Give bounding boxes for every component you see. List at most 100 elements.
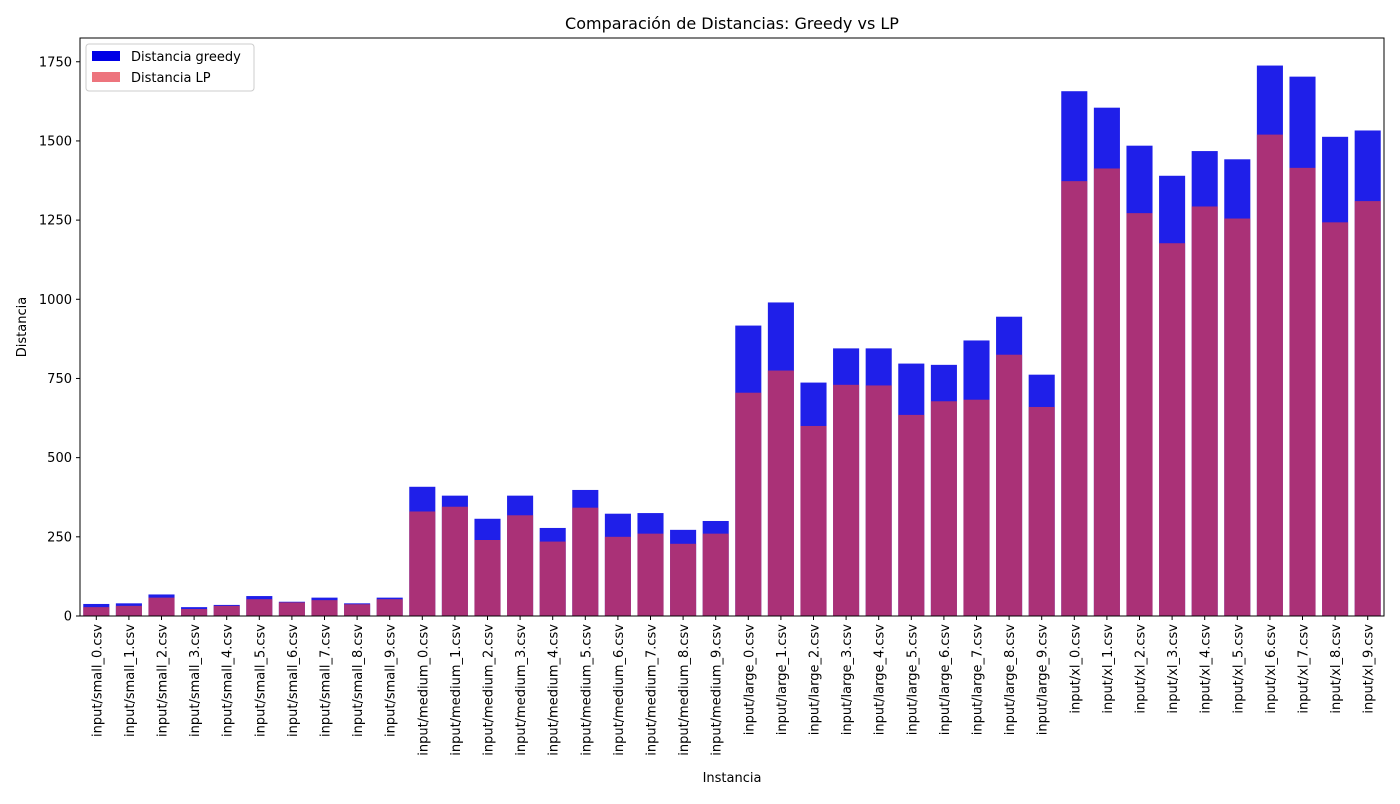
x-tick-label: input/large_7.csv xyxy=(971,624,986,736)
bar-lp-5 xyxy=(246,599,273,616)
x-tick-label: input/large_5.csv xyxy=(905,624,920,736)
bar-lp-0 xyxy=(83,607,110,616)
x-tick-label: input/small_4.csv xyxy=(221,624,236,737)
bar-lp-10 xyxy=(409,511,436,616)
x-tick-label: input/medium_8.csv xyxy=(677,624,692,756)
bar-lp-6 xyxy=(278,602,305,616)
bar-lp-7 xyxy=(311,600,338,616)
legend: Distancia greedy Distancia LP xyxy=(85,43,255,92)
x-tick-label: input/small_0.csv xyxy=(90,624,105,737)
bar-lp-34 xyxy=(1191,206,1218,617)
bar-lp-31 xyxy=(1093,168,1120,617)
x-tick-label: input/large_8.csv xyxy=(1003,624,1018,736)
bar-lp-37 xyxy=(1289,167,1316,616)
x-tick-label: input/medium_0.csv xyxy=(416,624,431,756)
bar-lp-18 xyxy=(670,543,697,616)
x-tick-label: input/small_5.csv xyxy=(253,624,268,737)
x-tick-label: input/xl_7.csv xyxy=(1297,624,1312,714)
x-tick-label: input/medium_9.csv xyxy=(710,624,725,756)
x-tick-label: input/large_9.csv xyxy=(1036,624,1051,736)
y-tick-label: 1000 xyxy=(39,293,72,308)
bar-lp-9 xyxy=(376,599,403,616)
bar-lp-33 xyxy=(1159,243,1186,617)
x-tick-label: input/large_3.csv xyxy=(840,624,855,736)
x-tick-label: input/medium_7.csv xyxy=(645,624,660,756)
x-tick-label: input/large_6.csv xyxy=(938,624,953,736)
bar-lp-39 xyxy=(1354,201,1381,617)
x-tick-label: input/small_9.csv xyxy=(384,624,399,737)
y-tick-label: 0 xyxy=(64,610,72,625)
bar-lp-29 xyxy=(1028,406,1055,616)
x-tick-label: input/small_1.csv xyxy=(123,624,138,737)
x-tick-label: input/xl_1.csv xyxy=(1101,624,1116,714)
x-tick-label: input/large_2.csv xyxy=(808,624,823,736)
bar-lp-26 xyxy=(930,401,957,616)
legend-swatch-lp xyxy=(92,72,120,82)
chart-title: Comparación de Distancias: Greedy vs LP xyxy=(565,14,899,33)
x-tick-label: input/medium_2.csv xyxy=(482,624,497,756)
x-tick-label: input/small_7.csv xyxy=(319,624,334,737)
bar-lp-25 xyxy=(898,414,925,616)
y-tick-label: 1750 xyxy=(39,55,72,70)
x-tick-label: input/small_3.csv xyxy=(188,624,203,737)
y-tick-label: 500 xyxy=(47,451,72,466)
x-tick-label: input/medium_4.csv xyxy=(547,624,562,756)
bar-lp-35 xyxy=(1224,218,1251,616)
bar-lp-27 xyxy=(963,399,990,616)
bar-lp-16 xyxy=(604,536,631,616)
x-axis: input/small_0.csv input/small_1.csv input/… xyxy=(90,616,1377,756)
bar-lp-15 xyxy=(572,507,599,616)
x-tick-label: input/xl_8.csv xyxy=(1329,624,1344,714)
x-tick-label: input/small_6.csv xyxy=(286,624,301,737)
x-tick-label: input/medium_3.csv xyxy=(514,624,529,756)
plot-frame xyxy=(79,37,1385,617)
bar-lp-17 xyxy=(637,533,664,616)
bar-lp-2 xyxy=(148,597,175,616)
legend-frame xyxy=(85,43,255,92)
x-tick-label: input/medium_5.csv xyxy=(579,624,594,756)
bar-lp-36 xyxy=(1256,134,1283,616)
bar-lp-13 xyxy=(507,515,534,616)
bar-lp-20 xyxy=(735,392,762,616)
x-tick-label: input/xl_4.csv xyxy=(1199,624,1214,714)
legend-label-greedy: Distancia greedy xyxy=(131,50,241,65)
bar-lp-8 xyxy=(344,604,371,616)
x-tick-label: input/xl_3.csv xyxy=(1166,624,1181,714)
y-tick-label: 1250 xyxy=(39,214,72,229)
x-tick-label: input/medium_1.csv xyxy=(449,624,464,756)
y-tick-label: 1500 xyxy=(39,134,72,149)
bar-lp-23 xyxy=(833,384,860,616)
bar-lp-1 xyxy=(115,605,142,616)
x-tick-label: input/small_2.csv xyxy=(156,624,171,737)
legend-swatch-greedy xyxy=(92,51,120,61)
y-tick-label: 750 xyxy=(47,372,72,387)
bar-lp-30 xyxy=(1061,181,1088,616)
x-axis-label: Instancia xyxy=(703,771,762,786)
bar-lp-32 xyxy=(1126,213,1153,616)
bar-lp-28 xyxy=(996,354,1023,616)
x-tick-label: input/xl_5.csv xyxy=(1231,624,1246,714)
x-tick-label: input/xl_2.csv xyxy=(1134,624,1149,714)
bar-lp-11 xyxy=(441,506,468,616)
x-tick-label: input/large_0.csv xyxy=(742,624,757,736)
x-tick-label: input/small_8.csv xyxy=(351,624,366,737)
x-tick-label: input/medium_6.csv xyxy=(612,624,627,756)
bar-lp-21 xyxy=(767,370,794,616)
x-tick-label: input/large_1.csv xyxy=(775,624,790,736)
y-axis: 0 250 500 750 1000 1250 1500 1750 xyxy=(39,55,80,625)
bar-lp-14 xyxy=(539,541,566,616)
bar-lp-4 xyxy=(213,605,240,616)
bars-layer xyxy=(83,65,1381,617)
bar-lp-38 xyxy=(1322,222,1349,616)
x-tick-label: input/xl_0.csv xyxy=(1068,624,1083,714)
x-tick-label: input/xl_9.csv xyxy=(1362,624,1377,714)
x-tick-label: input/large_4.csv xyxy=(873,624,888,736)
y-tick-label: 250 xyxy=(47,530,72,545)
legend-label-lp: Distancia LP xyxy=(131,71,211,86)
x-tick-label: input/xl_6.csv xyxy=(1264,624,1279,714)
bar-lp-3 xyxy=(181,609,208,616)
bar-lp-19 xyxy=(702,533,729,616)
bar-lp-12 xyxy=(474,539,501,616)
